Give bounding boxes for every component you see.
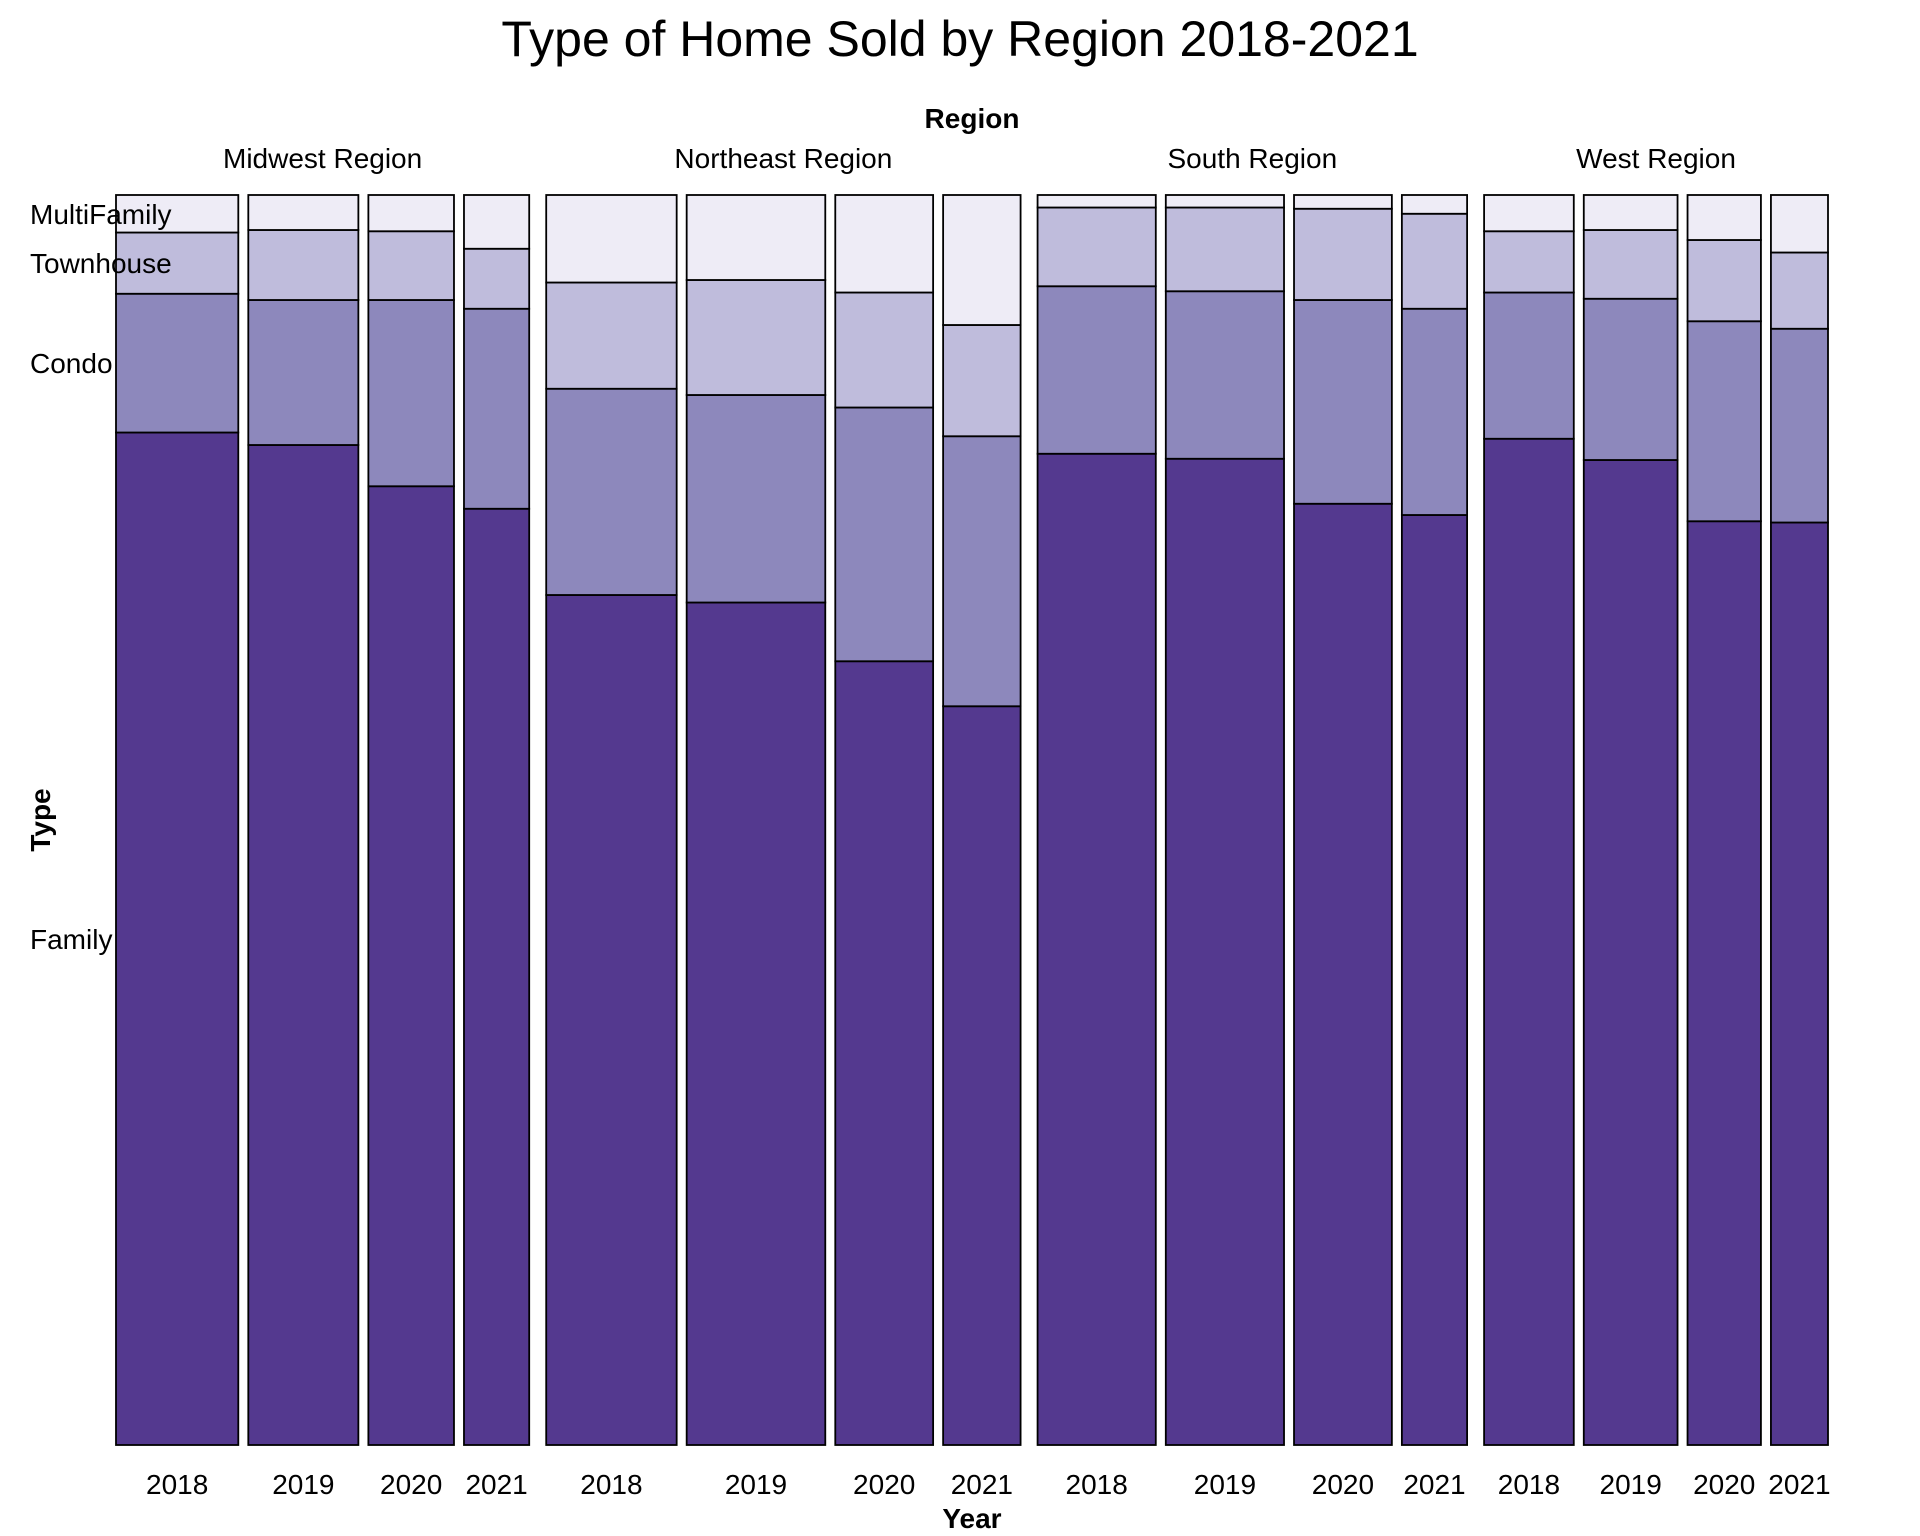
tile-west-region-2021-family — [1770, 521, 1829, 1446]
tile-south-region-2021-townhouse — [1400, 212, 1468, 310]
tile-midwest-region-2019-family — [247, 444, 360, 1446]
x-tick-label: 2020 — [1693, 1469, 1755, 1500]
tile-northeast-region-2021-condo — [942, 435, 1022, 708]
tile-south-region-2019-condo — [1164, 290, 1285, 460]
x-tick-label: 2020 — [380, 1469, 442, 1500]
tile-south-region-2018-townhouse — [1036, 206, 1157, 288]
tile-west-region-2019-family — [1582, 459, 1679, 1446]
type-label: Townhouse — [30, 248, 172, 279]
tile-northeast-region-2020-multifamily — [834, 194, 935, 294]
x-tick-label: 2020 — [1312, 1469, 1374, 1500]
tile-northeast-region-2020-condo — [834, 406, 935, 663]
tile-northeast-region-2020-townhouse — [834, 291, 935, 409]
tile-south-region-2021-condo — [1400, 307, 1468, 516]
tile-midwest-region-2019-multifamily — [247, 194, 360, 231]
type-label: MultiFamily — [30, 199, 172, 230]
tile-west-region-2019-townhouse — [1582, 229, 1679, 300]
tile-northeast-region-2020-family — [834, 660, 935, 1446]
tile-midwest-region-2020-townhouse — [367, 230, 455, 301]
region-label: West Region — [1576, 143, 1736, 174]
tile-west-region-2020-condo — [1686, 320, 1762, 523]
tile-south-region-2020-condo — [1293, 299, 1393, 505]
region-label: Midwest Region — [223, 143, 422, 174]
tile-midwest-region-2018-condo — [115, 292, 240, 434]
tile-west-region-2020-family — [1686, 520, 1762, 1446]
tile-south-region-2020-townhouse — [1293, 207, 1393, 301]
tile-midwest-region-2020-multifamily — [367, 194, 455, 233]
x-tick-label: 2018 — [146, 1469, 208, 1500]
tile-northeast-region-2018-multifamily — [545, 194, 678, 284]
tile-west-region-2021-townhouse — [1770, 251, 1829, 330]
tile-west-region-2018-family — [1483, 437, 1575, 1446]
tile-west-region-2018-townhouse — [1483, 230, 1575, 294]
x-tick-label: 2021 — [951, 1469, 1013, 1500]
tile-south-region-2020-family — [1293, 502, 1393, 1446]
tile-northeast-region-2018-townhouse — [545, 281, 678, 390]
tile-northeast-region-2021-townhouse — [942, 324, 1022, 438]
x-tick-label: 2018 — [1498, 1469, 1560, 1500]
facet-title: Region — [925, 103, 1020, 134]
type-label: Family — [30, 924, 112, 955]
x-axis-title: Year — [942, 1503, 1001, 1534]
x-tick-label: 2019 — [1194, 1469, 1256, 1500]
tile-midwest-region-2020-family — [367, 485, 455, 1446]
x-tick-label: 2018 — [580, 1469, 642, 1500]
tile-midwest-region-2018-family — [115, 431, 240, 1446]
tile-south-region-2020-multifamily — [1293, 194, 1393, 210]
tile-west-region-2020-multifamily — [1686, 194, 1762, 241]
tile-south-region-2019-multifamily — [1164, 194, 1285, 209]
tile-south-region-2018-family — [1036, 452, 1157, 1446]
tile-west-region-2019-condo — [1582, 297, 1679, 461]
tile-south-region-2019-townhouse — [1164, 206, 1285, 293]
tile-northeast-region-2019-condo — [685, 394, 827, 604]
tile-south-region-2018-condo — [1036, 285, 1157, 455]
type-label: Condo — [30, 348, 113, 379]
tile-midwest-region-2021-condo — [463, 307, 531, 510]
tile-midwest-region-2021-townhouse — [463, 247, 531, 310]
tile-south-region-2021-family — [1400, 514, 1468, 1446]
x-tick-label: 2021 — [1403, 1469, 1465, 1500]
region-label: South Region — [1167, 143, 1337, 174]
tile-midwest-region-2018-multifamily — [115, 194, 240, 234]
x-tick-label: 2020 — [853, 1469, 915, 1500]
tile-midwest-region-2018-townhouse — [115, 231, 240, 295]
tile-south-region-2021-multifamily — [1400, 194, 1468, 215]
tile-midwest-region-2019-condo — [247, 299, 360, 446]
tile-west-region-2021-multifamily — [1770, 194, 1829, 254]
x-tick-label: 2019 — [725, 1469, 787, 1500]
tile-northeast-region-2018-family — [545, 594, 678, 1446]
tile-midwest-region-2021-multifamily — [463, 194, 531, 250]
x-tick-label: 2021 — [1768, 1469, 1830, 1500]
tile-south-region-2019-family — [1164, 457, 1285, 1446]
y-axis-title: Type — [25, 788, 56, 851]
tile-midwest-region-2020-condo — [367, 299, 455, 488]
x-tick-label: 2018 — [1066, 1469, 1128, 1500]
tile-west-region-2021-condo — [1770, 327, 1829, 524]
tile-northeast-region-2018-condo — [545, 387, 678, 596]
tile-northeast-region-2021-family — [942, 705, 1022, 1446]
x-tick-label: 2019 — [1600, 1469, 1662, 1500]
tile-midwest-region-2021-family — [463, 507, 531, 1446]
tile-northeast-region-2019-multifamily — [685, 194, 827, 281]
x-tick-label: 2021 — [465, 1469, 527, 1500]
tile-west-region-2018-condo — [1483, 291, 1575, 440]
chart-title: Type of Home Sold by Region 2018-2021 — [501, 11, 1419, 67]
x-tick-label: 2019 — [272, 1469, 334, 1500]
tile-midwest-region-2019-townhouse — [247, 229, 360, 301]
tile-west-region-2019-multifamily — [1582, 194, 1679, 231]
region-label: Northeast Region — [674, 143, 892, 174]
tile-south-region-2018-multifamily — [1036, 194, 1157, 209]
tile-northeast-region-2019-townhouse — [685, 279, 827, 396]
tile-west-region-2020-townhouse — [1686, 239, 1762, 323]
tile-northeast-region-2019-family — [685, 601, 827, 1446]
tile-northeast-region-2021-multifamily — [942, 194, 1022, 326]
tile-west-region-2018-multifamily — [1483, 194, 1575, 233]
